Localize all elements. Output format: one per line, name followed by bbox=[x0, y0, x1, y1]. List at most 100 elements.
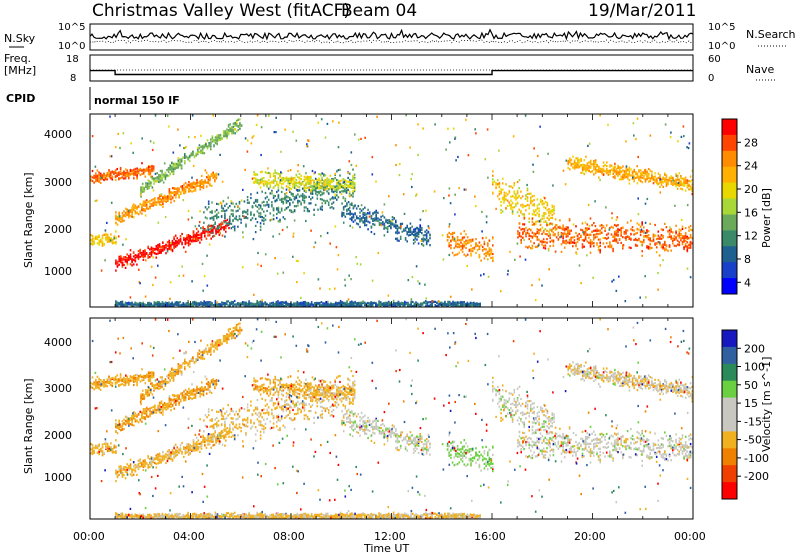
power-cell bbox=[634, 243, 637, 246]
power-cell bbox=[229, 219, 231, 222]
power-cell bbox=[133, 177, 135, 180]
power-cell bbox=[598, 167, 600, 170]
power-cell bbox=[282, 179, 285, 182]
power-cell bbox=[396, 237, 399, 240]
power-cell bbox=[528, 245, 530, 248]
power-cell bbox=[546, 216, 549, 219]
power-cell bbox=[318, 187, 320, 190]
power-cell bbox=[551, 230, 553, 233]
power-cell bbox=[263, 176, 265, 180]
power-cell bbox=[615, 234, 618, 237]
power-cell bbox=[253, 171, 255, 174]
power-cell bbox=[216, 140, 218, 143]
power-cell bbox=[306, 186, 309, 189]
power-cell bbox=[269, 174, 272, 177]
power-cell bbox=[91, 237, 94, 241]
power-cell bbox=[686, 247, 689, 250]
power-cell bbox=[288, 303, 291, 306]
power-cell bbox=[565, 239, 568, 242]
freq-tick-top: 18 bbox=[66, 54, 79, 65]
power-cell bbox=[625, 168, 627, 171]
power-cell bbox=[377, 211, 379, 214]
power-cell bbox=[212, 176, 214, 179]
power-cell bbox=[267, 182, 270, 185]
power-cell bbox=[209, 303, 212, 306]
power-cell bbox=[588, 169, 590, 172]
power-cell bbox=[647, 180, 650, 183]
power-cell bbox=[249, 303, 252, 306]
power-cell bbox=[174, 245, 177, 248]
power-cell bbox=[543, 214, 545, 217]
power-cell bbox=[171, 187, 174, 190]
power-cell bbox=[470, 248, 472, 251]
power-cell bbox=[538, 203, 540, 206]
power-cell bbox=[330, 303, 332, 306]
power-cell bbox=[287, 181, 289, 184]
power-cell bbox=[211, 138, 214, 141]
power-cell bbox=[187, 237, 190, 240]
power-cell bbox=[618, 171, 621, 174]
power-cell bbox=[594, 236, 597, 239]
power-cell bbox=[351, 303, 353, 306]
power-cell bbox=[656, 177, 658, 180]
power-cell bbox=[276, 208, 278, 211]
power-cell bbox=[352, 304, 355, 307]
power-cell bbox=[617, 230, 619, 233]
power-cell bbox=[344, 199, 347, 202]
power-cell bbox=[300, 201, 302, 204]
power-cell bbox=[414, 227, 417, 230]
power-cell bbox=[179, 158, 181, 161]
power-cell bbox=[572, 241, 574, 244]
power-cell bbox=[396, 232, 399, 235]
power-cell bbox=[167, 198, 169, 201]
power-cell bbox=[591, 163, 594, 166]
power-cell bbox=[536, 220, 539, 223]
power-cell bbox=[269, 304, 271, 307]
power-cell bbox=[526, 189, 529, 192]
power-cell bbox=[557, 226, 560, 229]
power-cell bbox=[321, 193, 323, 196]
power-cell bbox=[351, 302, 353, 305]
power-cell bbox=[152, 203, 154, 206]
power-cell bbox=[425, 239, 428, 242]
power-cell bbox=[350, 194, 353, 197]
power-cell bbox=[331, 303, 334, 307]
power-cell bbox=[593, 236, 595, 239]
power-cell bbox=[352, 220, 355, 223]
power-cell bbox=[179, 235, 182, 238]
power-cell bbox=[326, 187, 328, 190]
power-cell bbox=[199, 181, 201, 184]
power-cell bbox=[207, 234, 209, 237]
power-cell bbox=[598, 170, 600, 173]
power-cell bbox=[586, 240, 589, 243]
power-cell bbox=[298, 180, 301, 183]
power-cell bbox=[680, 180, 682, 183]
power-cell bbox=[149, 252, 151, 255]
power-cell bbox=[563, 232, 566, 235]
power-cell bbox=[615, 171, 618, 174]
power-cell bbox=[535, 223, 537, 226]
power-cell bbox=[202, 185, 205, 188]
power-cell bbox=[215, 174, 218, 177]
power-cell bbox=[144, 209, 146, 213]
power-cell bbox=[308, 176, 310, 179]
power-cell bbox=[665, 183, 668, 186]
power-cell bbox=[689, 246, 692, 249]
power-cell bbox=[414, 237, 417, 240]
power-cell bbox=[501, 196, 504, 199]
power-cell bbox=[349, 301, 351, 304]
power-cell bbox=[647, 174, 650, 177]
power-cell bbox=[210, 230, 212, 233]
power-cell bbox=[668, 176, 671, 179]
power-cell bbox=[116, 304, 119, 307]
power-cell bbox=[219, 138, 222, 142]
power-cell bbox=[511, 210, 514, 213]
power-cell bbox=[101, 177, 104, 180]
power-cell bbox=[266, 302, 268, 305]
power-cell bbox=[214, 214, 216, 217]
power-cell bbox=[269, 181, 272, 184]
power-cell bbox=[298, 303, 300, 306]
power-cell bbox=[678, 184, 681, 187]
power-cell bbox=[567, 161, 569, 164]
power-cell bbox=[306, 177, 309, 180]
